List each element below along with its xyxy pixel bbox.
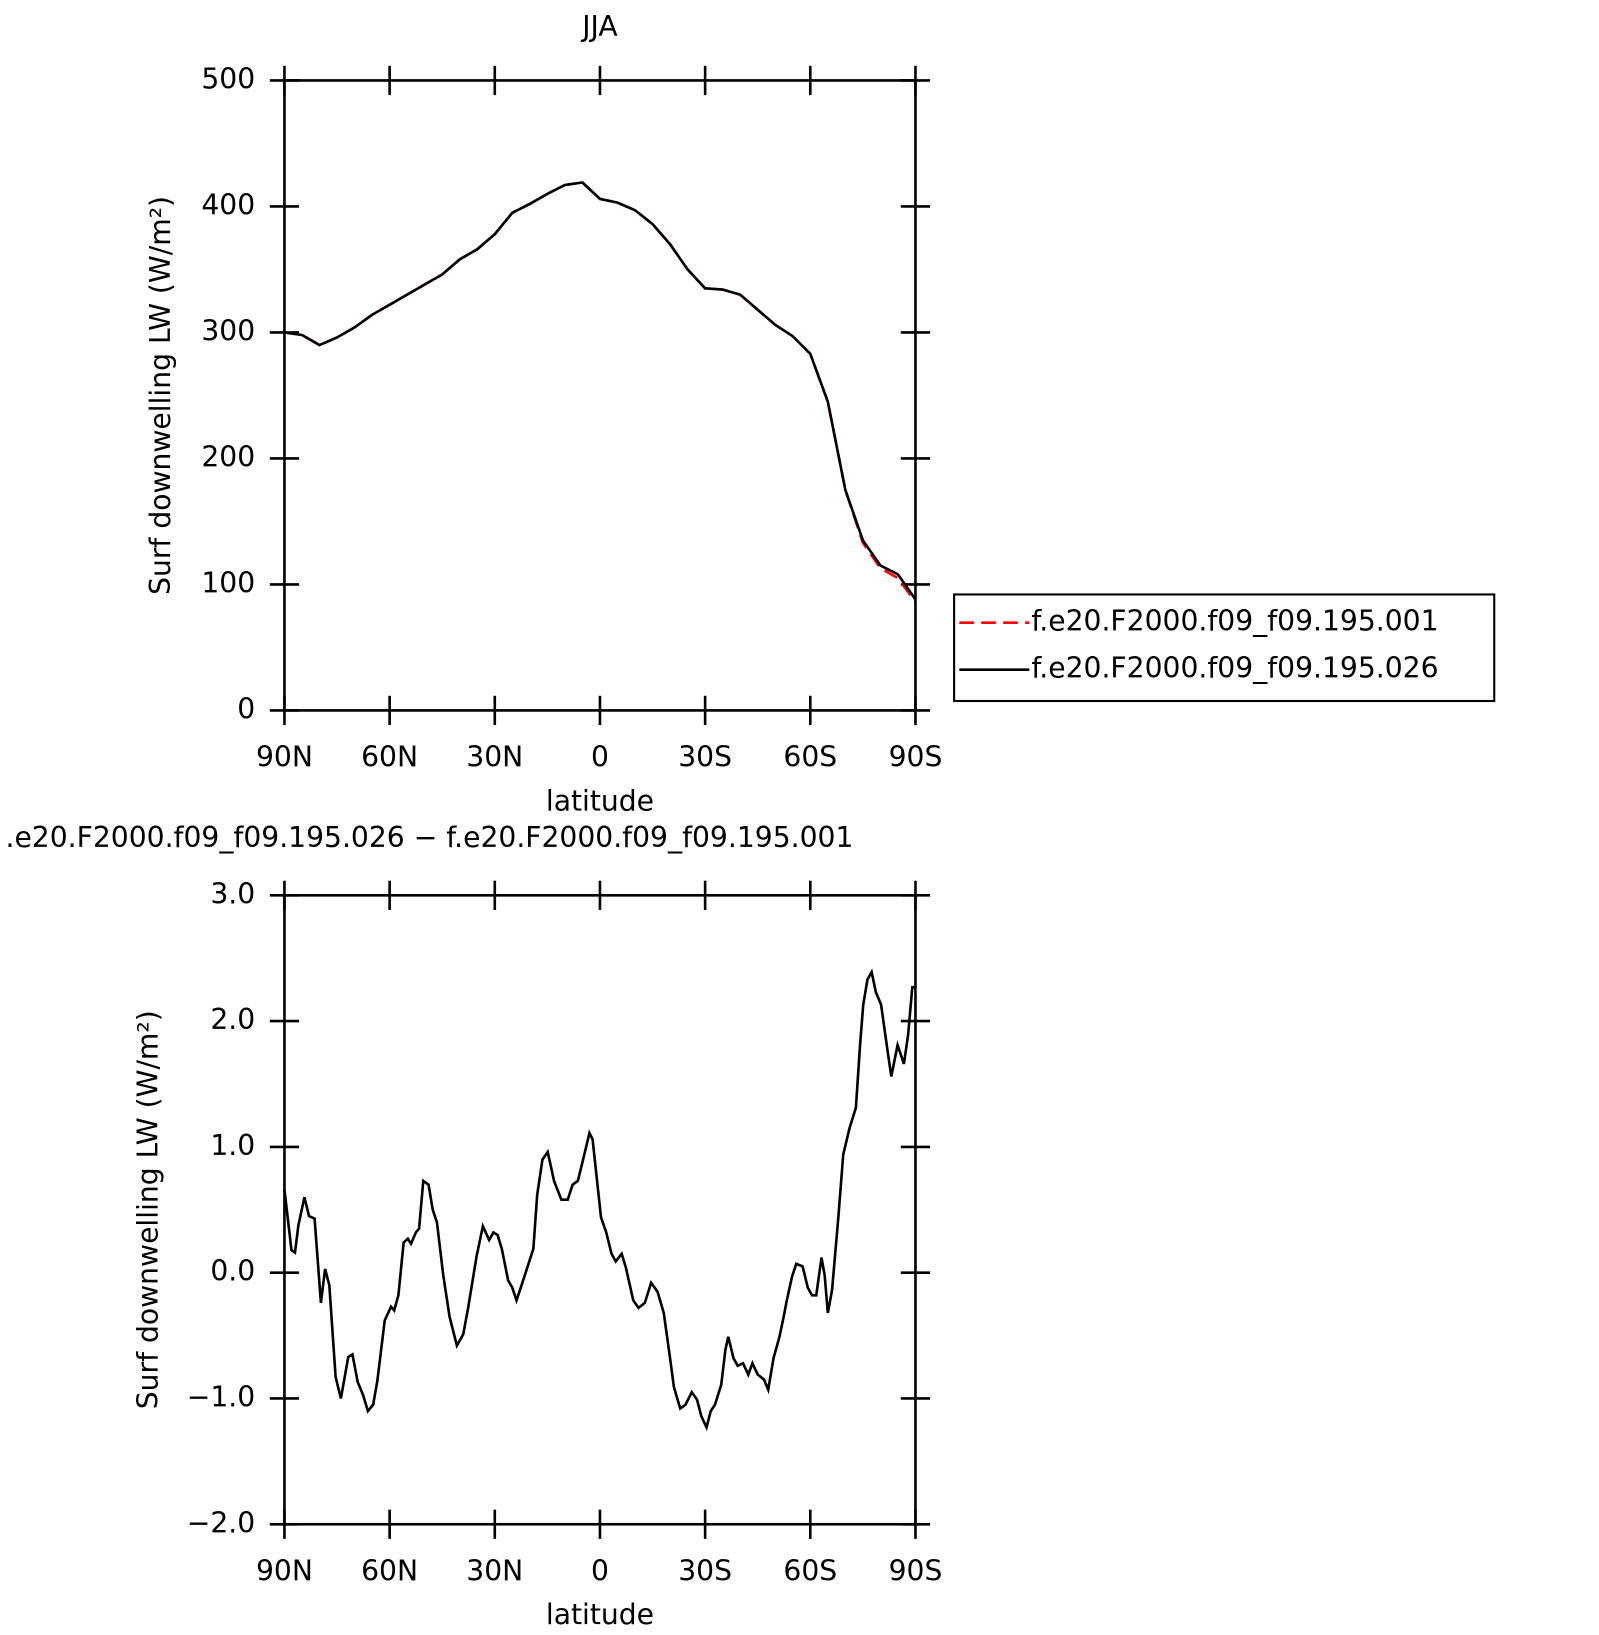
chart-title: .e20.F2000.f09_f09.195.026 − f.e20.F2000…: [6, 821, 854, 854]
y-tick-label: 0: [237, 692, 255, 725]
x-tick-label: 90N: [256, 740, 313, 773]
y-tick-label: 200: [201, 440, 255, 473]
x-tick-label: 30N: [466, 1554, 523, 1587]
plot-frame: [283, 894, 917, 1526]
y-tick-label: 0.0: [210, 1255, 255, 1288]
legend-box: [953, 593, 1496, 703]
x-tick-label: 30N: [466, 740, 523, 773]
x-tick-label: 90S: [889, 740, 943, 773]
y-tick-label: −1.0: [187, 1380, 255, 1413]
legend-label: f.e20.F2000.f09_f09.195.001: [1031, 605, 1438, 638]
data-line: [283, 968, 916, 1432]
x-axis-label: latitude: [546, 784, 654, 817]
chart-title: JJA: [580, 10, 618, 43]
x-axis-label: latitude: [546, 1598, 654, 1631]
y-tick-label: 100: [201, 566, 255, 599]
x-tick-label: 90S: [889, 1554, 943, 1587]
y-axis-label: Surf downwelling LW (W/m²): [132, 1010, 165, 1409]
y-tick-label: 500: [201, 62, 255, 95]
x-tick-label: 60N: [361, 740, 418, 773]
x-tick-label: 60N: [361, 1554, 418, 1587]
data-line: [284, 181, 917, 601]
y-tick-label: 3.0: [210, 877, 255, 910]
x-tick-label: 90N: [256, 1554, 313, 1587]
y-tick-label: 2.0: [210, 1003, 255, 1036]
x-tick-label: 0: [591, 740, 609, 773]
y-tick-label: 300: [201, 314, 255, 347]
y-axis-label: Surf downwelling LW (W/m²): [144, 196, 177, 595]
x-tick-label: 30S: [678, 740, 732, 773]
y-tick-label: −2.0: [187, 1506, 255, 1539]
plot-frame: [283, 79, 917, 712]
x-tick-label: 30S: [678, 1554, 732, 1587]
legend-label: f.e20.F2000.f09_f09.195.026: [1031, 652, 1438, 685]
y-tick-label: 1.0: [210, 1129, 255, 1162]
x-tick-label: 60S: [783, 1554, 837, 1587]
x-tick-label: 60S: [783, 740, 837, 773]
x-tick-label: 0: [591, 1554, 609, 1587]
data-line: [284, 181, 917, 603]
y-tick-label: 400: [201, 188, 255, 221]
